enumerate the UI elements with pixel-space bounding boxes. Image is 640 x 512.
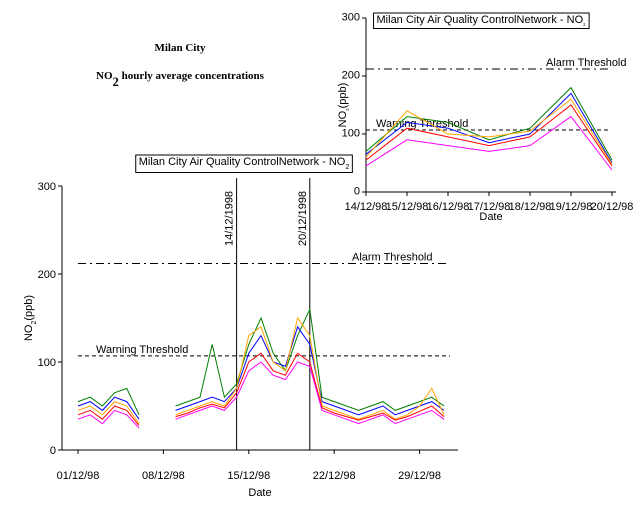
threshold-label: Alarm Threshold (352, 251, 433, 263)
x-tick-label: 20/12/98 (591, 201, 634, 213)
y-axis-label-part: NO (337, 110, 349, 127)
chart-title-box (135, 154, 353, 173)
series-line (365, 92, 613, 164)
threshold-label: Warning Threshold (376, 118, 468, 130)
marker-label: 14/12/1998 (224, 191, 236, 246)
threshold-label: Warning Threshold (96, 344, 188, 356)
series-line (365, 115, 613, 171)
x-tick-label: 29/12/98 (398, 470, 441, 482)
y-tick-label: 100 (342, 127, 360, 139)
y-tick-label: 300 (342, 11, 360, 23)
x-axis-label: Date (479, 211, 502, 223)
page-subtitle-part: NO (96, 70, 113, 82)
y-axis-label-part: (ppb) (337, 83, 349, 109)
x-axis-label: Date (248, 487, 271, 499)
chart-title-box (373, 12, 590, 29)
y-tick-label: 200 (38, 269, 56, 281)
x-tick-label: 08/12/98 (142, 470, 185, 482)
y-tick-label: 100 (38, 357, 56, 369)
page-subtitle: NO2 hourly average concentrations (96, 70, 265, 89)
threshold-label: Alarm Threshold (546, 57, 627, 69)
series-line (365, 86, 613, 161)
series-line (77, 361, 445, 429)
chart-title: Milan City Air Quality ControlNetwork - … (377, 14, 587, 27)
x-tick-label: 19/12/98 (550, 201, 593, 213)
x-tick-label: 15/12/98 (386, 201, 429, 213)
chart-title-part: Milan City Air Quality ControlNetwork - … (139, 156, 346, 168)
page-title: Milan City (154, 42, 206, 54)
y-axis-label-part: 2 (31, 321, 38, 325)
series-line (365, 104, 613, 167)
series-line (77, 307, 445, 416)
y-axis-label: NO2(ppb) (23, 295, 38, 341)
chart-title-part: 2 (583, 22, 586, 27)
x-tick-label: 16/12/98 (427, 201, 470, 213)
x-tick-label: 17/12/98 (468, 201, 511, 213)
y-axis-label-part: 2 (345, 108, 350, 111)
y-axis-label-part: NO (23, 324, 35, 341)
y-tick-label: 0 (354, 185, 360, 197)
chart-title-part: Milan City Air Quality ControlNetwork - … (377, 14, 584, 26)
y-tick-label: 300 (38, 181, 56, 193)
y-tick-label: 0 (50, 445, 56, 457)
page-subtitle-part: hourly average concentrations (119, 70, 265, 82)
series-line (77, 352, 445, 426)
x-tick-label: 22/12/98 (313, 470, 356, 482)
series-line (77, 316, 445, 424)
page-subtitle-part: 2 (113, 75, 119, 89)
x-tick-label: 01/12/98 (57, 470, 100, 482)
x-tick-label: 15/12/98 (227, 470, 270, 482)
y-tick-label: 200 (342, 69, 360, 81)
y-axis-label-part: (ppb) (23, 295, 35, 321)
y-axis-label: NO2(ppb) (337, 83, 350, 128)
x-tick-label: 14/12/98 (345, 201, 388, 213)
chart-title: Milan City Air Quality ControlNetwork - … (139, 156, 350, 171)
x-tick-label: 18/12/98 (509, 201, 552, 213)
marker-label: 20/12/1998 (297, 191, 309, 246)
series-line (77, 325, 445, 420)
series-line (365, 98, 613, 165)
chart-title-part: 2 (345, 164, 349, 171)
